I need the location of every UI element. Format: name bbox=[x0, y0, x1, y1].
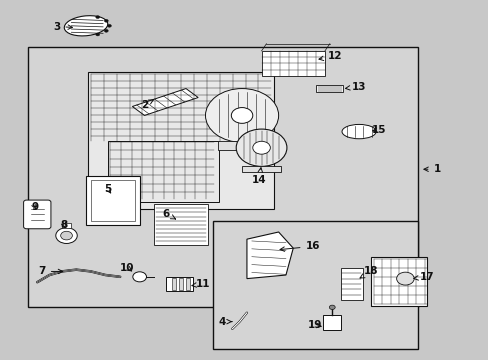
Text: 8: 8 bbox=[61, 220, 67, 230]
Bar bbox=[108, 140, 219, 202]
FancyBboxPatch shape bbox=[23, 200, 51, 229]
Circle shape bbox=[96, 33, 100, 36]
Polygon shape bbox=[132, 89, 198, 116]
Text: 10: 10 bbox=[120, 263, 135, 273]
Bar bbox=[316, 85, 343, 93]
Text: 2: 2 bbox=[141, 100, 153, 110]
Ellipse shape bbox=[341, 125, 375, 139]
Text: 3: 3 bbox=[53, 22, 72, 32]
Bar bbox=[154, 204, 207, 246]
Text: 5: 5 bbox=[104, 184, 111, 194]
Text: 4: 4 bbox=[219, 317, 231, 327]
Bar bbox=[186, 278, 190, 290]
Text: 19: 19 bbox=[307, 320, 322, 330]
Bar bbox=[217, 141, 266, 150]
Text: 13: 13 bbox=[345, 82, 366, 92]
Circle shape bbox=[236, 129, 286, 166]
Text: 12: 12 bbox=[318, 51, 341, 61]
Circle shape bbox=[104, 30, 108, 32]
Bar bbox=[166, 277, 193, 291]
Circle shape bbox=[56, 228, 77, 243]
Circle shape bbox=[107, 24, 111, 27]
Text: 14: 14 bbox=[251, 168, 266, 185]
Circle shape bbox=[396, 272, 413, 285]
Bar bbox=[323, 315, 340, 330]
Circle shape bbox=[205, 89, 278, 142]
Text: 7: 7 bbox=[39, 266, 62, 276]
Text: 6: 6 bbox=[163, 209, 175, 219]
Circle shape bbox=[96, 16, 100, 18]
Bar bbox=[261, 51, 325, 76]
Circle shape bbox=[133, 272, 146, 282]
Circle shape bbox=[329, 305, 334, 310]
Circle shape bbox=[104, 19, 108, 22]
Text: 15: 15 bbox=[370, 125, 385, 135]
Bar bbox=[27, 47, 417, 307]
Bar bbox=[340, 268, 362, 300]
Ellipse shape bbox=[64, 16, 107, 36]
Text: 9: 9 bbox=[31, 202, 39, 212]
Bar bbox=[88, 72, 273, 209]
Bar bbox=[212, 221, 417, 348]
Text: 18: 18 bbox=[359, 266, 378, 278]
Circle shape bbox=[231, 108, 252, 123]
Circle shape bbox=[252, 141, 270, 154]
Bar bbox=[370, 257, 427, 306]
Circle shape bbox=[61, 231, 72, 240]
Bar bbox=[179, 278, 183, 290]
Bar bbox=[86, 176, 140, 225]
Text: 16: 16 bbox=[280, 241, 319, 251]
Text: 11: 11 bbox=[192, 279, 210, 289]
Bar bbox=[242, 166, 281, 172]
Text: 1: 1 bbox=[423, 164, 440, 174]
Text: 17: 17 bbox=[413, 272, 434, 282]
Bar bbox=[171, 278, 175, 290]
Bar bbox=[61, 223, 71, 228]
Bar bbox=[91, 180, 135, 221]
Polygon shape bbox=[246, 232, 293, 279]
